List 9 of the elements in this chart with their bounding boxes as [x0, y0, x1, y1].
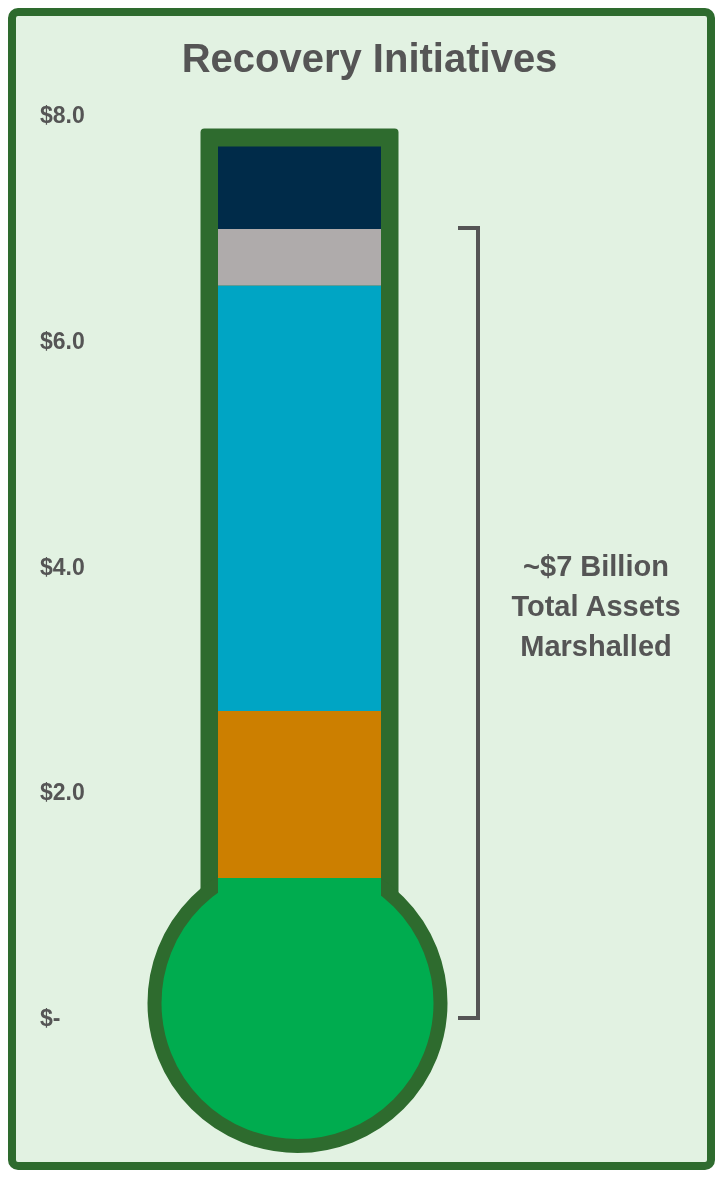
text: ~$7 Billion Total Assets Marshalled: [510, 549, 682, 664]
y-tick-label: $2.0: [40, 779, 85, 806]
bar: [218, 146, 381, 229]
y-tick-label: $6.0: [40, 327, 85, 354]
y-tick-label: $8.0: [40, 102, 85, 128]
chart-title: Recovery Initiatives: [180, 36, 559, 81]
y-tick-label: $4.0: [40, 553, 85, 580]
y-tick-label: $-: [40, 1005, 61, 1031]
bar: [218, 229, 381, 286]
